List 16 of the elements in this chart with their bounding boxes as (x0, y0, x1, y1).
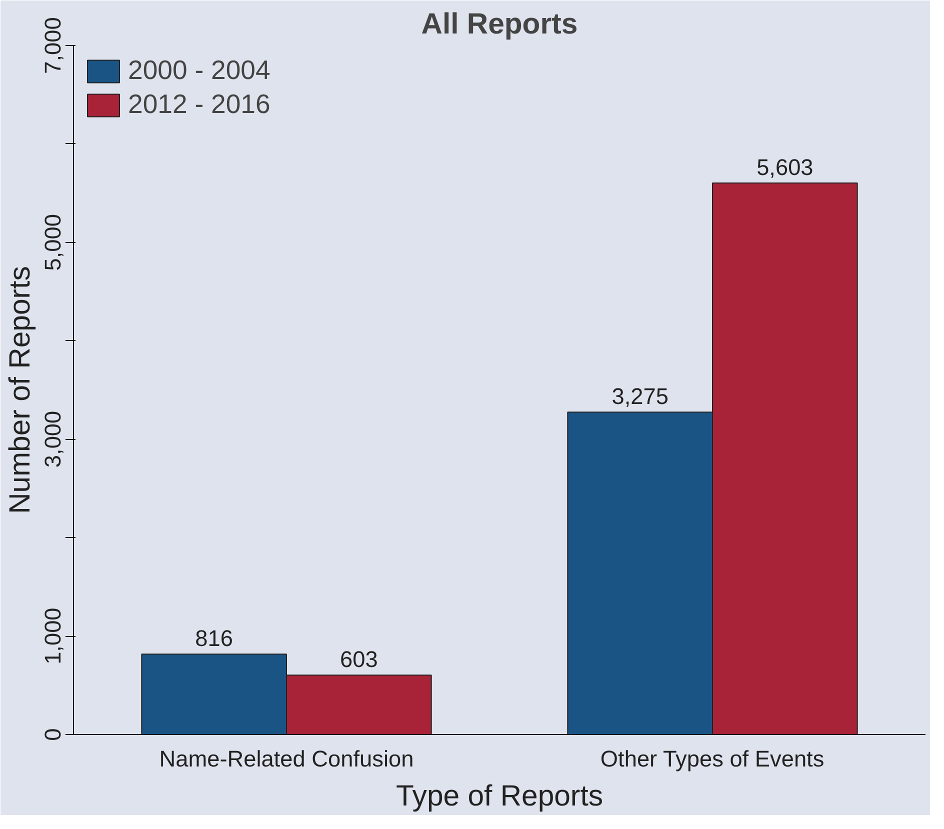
data-label: 3,275 (612, 383, 668, 410)
y-tick-label: 3,000 (40, 410, 66, 468)
y-tick-label: 7,000 (40, 17, 66, 74)
legend-label: 2000 - 2004 (128, 55, 270, 86)
x-tick-label: Other Types of Events (600, 746, 824, 772)
y-tick-label: 5,000 (40, 214, 66, 271)
y-tick-label: 1,000 (40, 608, 66, 664)
x-tick-label: Name-Related Confusion (159, 746, 414, 772)
y-axis-title: Number of Reports (4, 266, 36, 514)
data-label: 816 (195, 625, 233, 652)
data-label: 5,603 (756, 154, 814, 180)
chart-title: All Reports (421, 8, 578, 40)
legend-label: 2012 - 2016 (128, 89, 270, 120)
x-axis-title: Type of Reports (396, 780, 604, 812)
y-tick-label: 0 (40, 728, 66, 741)
data-label: 603 (340, 646, 378, 672)
